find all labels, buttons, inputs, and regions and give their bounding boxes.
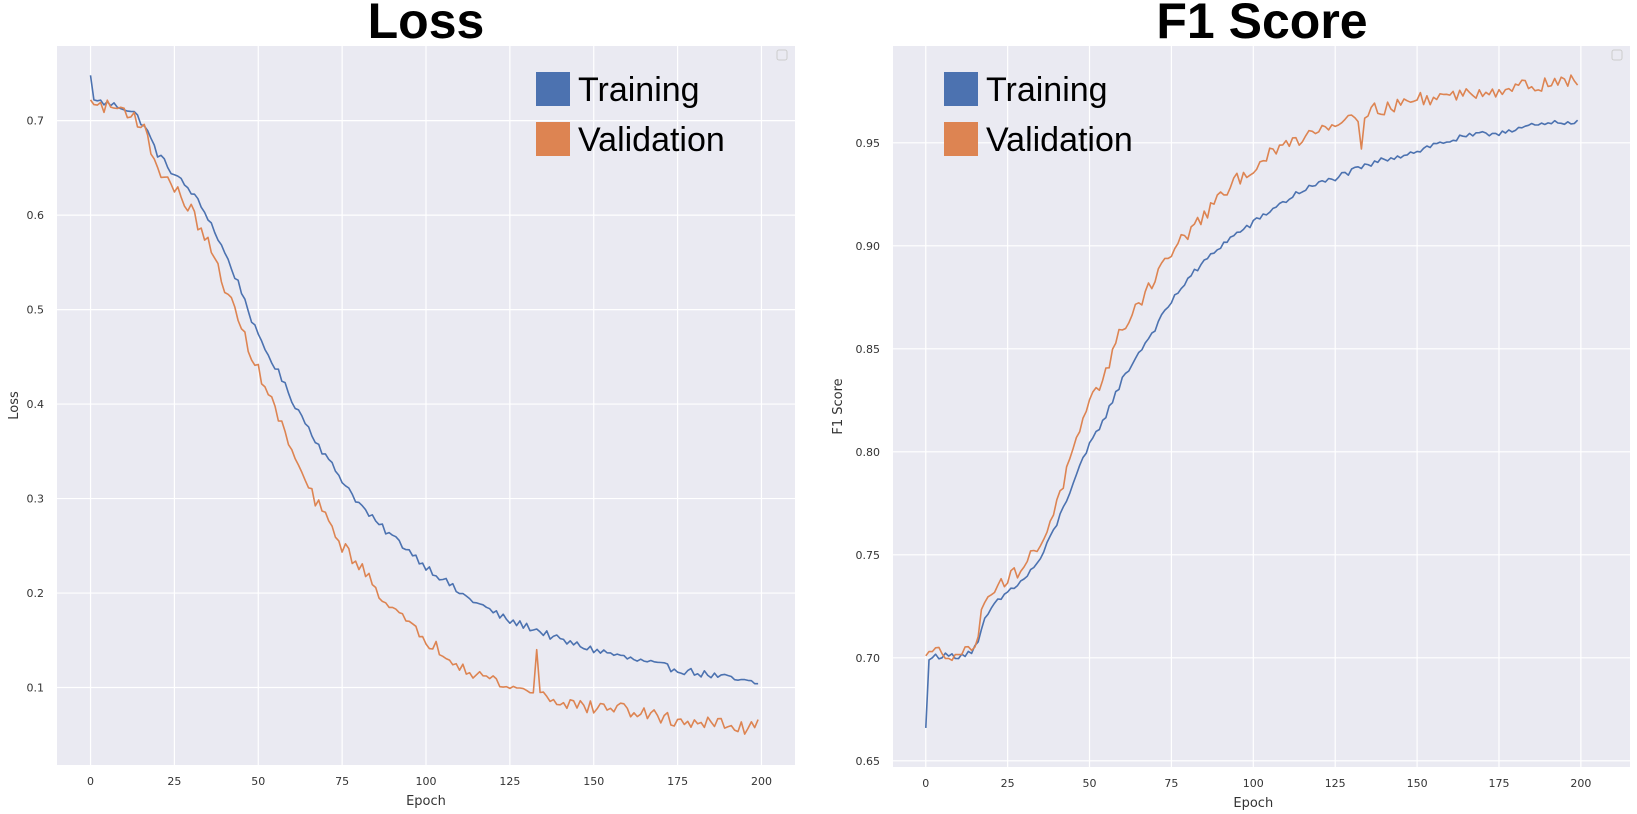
f1-chart: F1 Score 0 25 50 75 100 125 150 175 200 0.65 0.70… (831, 0, 1630, 811)
legend-label-training: Training (986, 71, 1108, 109)
y-tick-label: 0.4 (27, 398, 45, 411)
y-tick-label: 0.85 (856, 343, 881, 356)
series-line-training (925, 119, 1579, 728)
y-tick-label: 0.75 (856, 549, 881, 562)
x-tick-label: 200 (1570, 777, 1591, 790)
series-line-training (89, 75, 759, 685)
legend-swatch-validation (536, 122, 570, 156)
loss-y-ticks: 0.1 0.2 0.3 0.4 0.5 0.6 0.7 (27, 115, 45, 695)
loss-x-axis-label: Epoch (406, 794, 446, 809)
loss-chart: Loss 0 25 50 75 100 125 150 175 200 0.1 0.2 0.3 0.4… (7, 0, 795, 809)
y-tick-label: 0.65 (856, 755, 881, 768)
x-tick-label: 175 (1488, 777, 1509, 790)
x-tick-label: 75 (335, 775, 349, 788)
legend-swatch-training (536, 72, 570, 106)
x-tick-label: 150 (583, 775, 604, 788)
f1-chart-title: F1 Score (1156, 0, 1367, 49)
x-tick-label: 125 (1325, 777, 1346, 790)
f1-gridlines (893, 46, 1630, 767)
legend-label-validation: Validation (986, 121, 1133, 159)
empty-legend-box (776, 49, 788, 61)
legend-label-training: Training (578, 71, 700, 109)
x-tick-label: 75 (1164, 777, 1178, 790)
x-tick-label: 175 (667, 775, 688, 788)
f1-plot-area (893, 46, 1630, 767)
x-tick-label: 150 (1407, 777, 1428, 790)
f1-y-ticks: 0.65 0.70 0.75 0.80 0.85 0.90 0.95 (856, 137, 881, 768)
x-tick-label: 0 (922, 777, 929, 790)
loss-x-ticks: 0 25 50 75 100 125 150 175 200 (87, 775, 772, 788)
y-tick-label: 0.1 (27, 682, 45, 695)
series-line-validation (925, 74, 1579, 662)
legend-swatch-training (944, 72, 978, 106)
loss-legend: Training Validation (536, 71, 725, 159)
f1-x-ticks: 0 25 50 75 100 125 150 175 200 (922, 777, 1591, 790)
y-tick-label: 0.70 (856, 652, 881, 665)
loss-chart-title: Loss (368, 0, 485, 49)
y-tick-label: 0.95 (856, 137, 881, 150)
x-tick-label: 0 (87, 775, 94, 788)
f1-series-lines (925, 74, 1579, 728)
x-tick-label: 50 (1083, 777, 1097, 790)
f1-legend: Training Validation (944, 71, 1133, 159)
legend-label-validation: Validation (578, 121, 725, 159)
empty-legend-box (1611, 49, 1623, 61)
f1-x-axis-label: Epoch (1233, 796, 1273, 811)
x-tick-label: 25 (1001, 777, 1015, 790)
y-tick-label: 0.5 (27, 304, 45, 317)
y-tick-label: 0.7 (27, 115, 45, 128)
y-tick-label: 0.6 (27, 209, 45, 222)
x-tick-label: 100 (416, 775, 437, 788)
y-tick-label: 0.90 (856, 240, 881, 253)
x-tick-label: 50 (251, 775, 265, 788)
x-tick-label: 25 (167, 775, 181, 788)
legend-swatch-validation (944, 122, 978, 156)
loss-y-axis-label: Loss (7, 391, 22, 420)
y-tick-label: 0.80 (856, 446, 881, 459)
series-line-validation (89, 99, 759, 735)
x-tick-label: 100 (1243, 777, 1264, 790)
x-tick-label: 200 (751, 775, 772, 788)
x-tick-label: 125 (499, 775, 520, 788)
y-tick-label: 0.2 (27, 587, 45, 600)
loss-series-lines (89, 75, 759, 735)
loss-gridlines (57, 46, 795, 765)
y-tick-label: 0.3 (27, 493, 45, 506)
f1-y-axis-label: F1 Score (831, 378, 846, 434)
